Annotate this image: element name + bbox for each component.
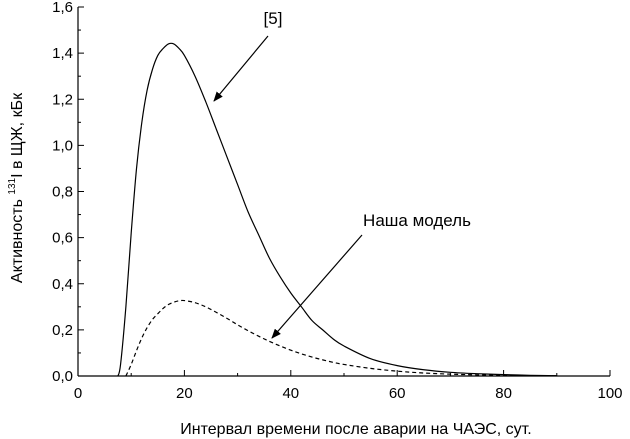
y-tick-label: 1,6 xyxy=(52,0,73,16)
y-tick-label: 1,2 xyxy=(52,91,73,108)
y-tick-label: 0,2 xyxy=(52,322,73,339)
x-axis-label: Интервал времени после аварии на ЧАЭС, с… xyxy=(180,421,531,438)
y-tick-label: 0,8 xyxy=(52,184,73,201)
x-tick-label: 0 xyxy=(74,385,82,402)
series-line-ref5 xyxy=(117,42,557,377)
annotation-our-model-label: Наша модель xyxy=(363,211,471,230)
annotation-ref5-label: [5] xyxy=(264,9,283,28)
y-axis-label-prefix: Активность xyxy=(9,195,26,283)
y-tick-label: 0,0 xyxy=(52,368,73,385)
y-axis-label-superscript: 131 xyxy=(7,177,18,194)
x-tick-label: 20 xyxy=(176,385,193,402)
y-tick-label: 1,0 xyxy=(52,137,73,154)
series-line-our-model xyxy=(125,299,557,377)
x-tick-label: 80 xyxy=(495,385,512,402)
y-axis-label: Активность 131I в ЩЖ, кБк xyxy=(7,92,26,283)
y-tick-label: 1,4 xyxy=(52,45,73,62)
y-tick-label: 0,4 xyxy=(52,276,73,293)
y-axis-label-suffix: I в ЩЖ, кБк xyxy=(9,92,26,178)
annotation-our-model-arrow xyxy=(271,234,363,339)
y-tick-label: 0,6 xyxy=(52,230,73,247)
x-tick-label: 100 xyxy=(597,385,622,402)
x-tick-label: 60 xyxy=(389,385,406,402)
x-tick-label: 40 xyxy=(282,385,299,402)
annotation-ref5-arrow xyxy=(213,35,269,102)
